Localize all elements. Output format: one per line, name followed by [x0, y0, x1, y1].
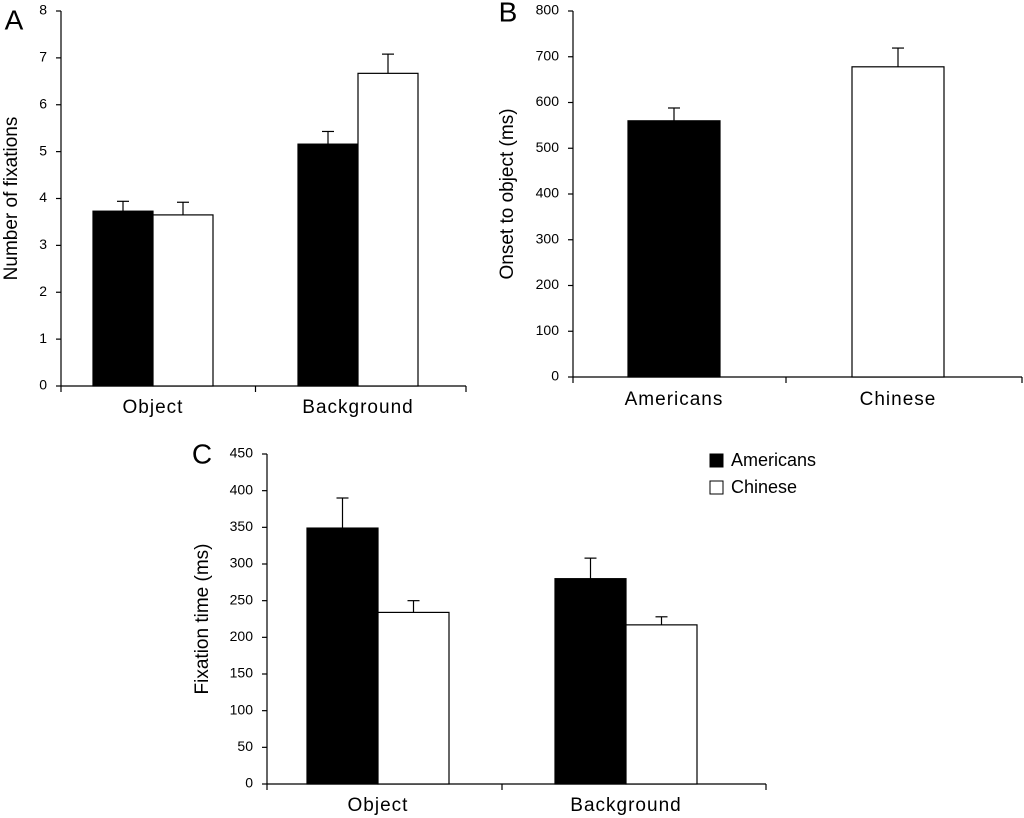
y-tick-label: 300	[230, 555, 254, 571]
legend-label: Chinese	[731, 477, 797, 497]
bar	[377, 611, 450, 785]
legend-label: Americans	[731, 450, 816, 470]
x-tick-label: Object	[348, 795, 409, 816]
y-tick-label: 50	[237, 738, 253, 754]
y-axis-label: Fixation time (ms)	[192, 544, 213, 695]
y-axis-label: Onset to object (ms)	[497, 108, 518, 279]
y-tick-label: 800	[536, 2, 560, 18]
y-tick-label: 3	[39, 236, 47, 252]
bar	[851, 66, 945, 378]
y-tick-label: 8	[39, 2, 47, 18]
x-tick-label: Object	[123, 397, 184, 418]
y-tick-label: 700	[536, 47, 560, 63]
y-axis-label: Number of fixations	[1, 117, 22, 281]
y-tick-label: 0	[245, 775, 253, 791]
y-tick-label: 0	[551, 368, 559, 384]
y-tick-label: 4	[39, 189, 47, 205]
y-tick-label: 600	[536, 93, 560, 109]
y-tick-label: 100	[536, 322, 560, 338]
bar	[554, 578, 627, 785]
y-tick-label: 150	[230, 665, 254, 681]
y-tick-label: 500	[536, 139, 560, 155]
y-tick-label: 400	[536, 185, 560, 201]
bar	[357, 72, 419, 387]
panel-label: C	[192, 438, 212, 469]
y-tick-label: 5	[39, 142, 47, 158]
y-tick-label: 400	[230, 481, 254, 497]
x-tick-label: Background	[570, 795, 681, 816]
y-tick-label: 7	[39, 49, 47, 65]
y-tick-label: 200	[536, 276, 560, 292]
y-tick-label: 350	[230, 518, 254, 534]
panel-label: A	[5, 4, 24, 35]
y-tick-label: 200	[230, 628, 254, 644]
legend-swatch	[709, 453, 724, 468]
panel-label: B	[499, 0, 518, 27]
bar	[627, 120, 721, 378]
y-tick-label: 300	[536, 230, 560, 246]
y-tick-label: 2	[39, 283, 47, 299]
y-tick-label: 0	[39, 377, 47, 393]
bar	[152, 214, 214, 387]
legend-swatch	[709, 480, 724, 495]
bar	[297, 143, 359, 387]
bar	[625, 624, 698, 785]
x-tick-label: Americans	[625, 389, 724, 410]
y-tick-label: 1	[39, 330, 47, 346]
y-tick-label: 250	[230, 591, 254, 607]
x-tick-label: Background	[302, 397, 413, 418]
x-tick-label: Chinese	[860, 389, 937, 410]
y-tick-label: 450	[230, 445, 254, 461]
y-tick-label: 100	[230, 701, 254, 717]
bar	[306, 527, 379, 785]
bar	[92, 210, 154, 387]
y-tick-label: 6	[39, 95, 47, 111]
